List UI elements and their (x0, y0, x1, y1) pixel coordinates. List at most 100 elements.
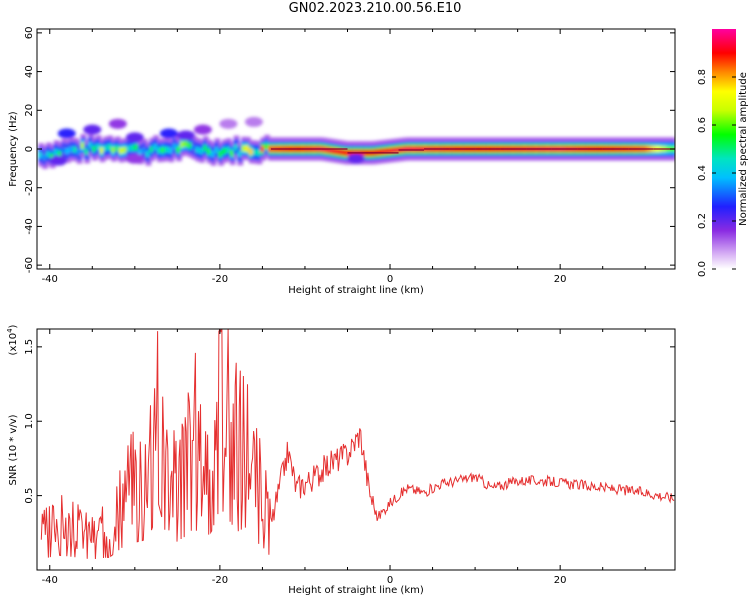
colorbar-tick-label: 0.6 (697, 117, 708, 133)
x-tick-label: -20 (212, 274, 228, 285)
x-tick-label: 0 (387, 274, 393, 285)
heatmap-cell (126, 145, 133, 152)
y-tick-label: 60 (24, 27, 35, 40)
heatmap-cell (225, 146, 232, 154)
heatmap-cell (237, 150, 244, 157)
heatmap-cell (114, 145, 121, 152)
heatmap-cell (340, 149, 347, 156)
heatmap-cell (252, 149, 259, 156)
heatmap-cell (65, 148, 71, 155)
heatmap-cell (49, 153, 56, 160)
snr-ticks: -40 -20 0 20 0.5 1.0 1.5 (24, 329, 675, 586)
heatmap-cell (260, 145, 267, 153)
spectrogram-x-axis-label: Height of straight line (km) (288, 285, 424, 296)
heatmap-cell (153, 143, 159, 151)
y-tick-label: -60 (24, 257, 35, 273)
spectrogram-ticks: -40 -20 0 20 -60 -40 -20 0 20 40 60 (24, 27, 675, 285)
colorbar-ticks: 0.0 0.2 0.4 0.6 0.8 (697, 69, 736, 277)
heatmap-cell (394, 147, 401, 154)
heatmap-cell (42, 154, 48, 161)
y-tick-label: 0 (24, 146, 35, 152)
heatmap-cell (180, 141, 186, 148)
heatmap-blob (244, 116, 263, 127)
heatmap-cell (145, 150, 152, 158)
heatmap-cell (53, 148, 60, 156)
heatmap-cell (210, 150, 217, 158)
snr-series-line (40, 329, 675, 560)
heatmap-cell (76, 148, 83, 156)
spectrogram-y-axis-label: Frequency (Hz) (8, 111, 19, 187)
heatmap-cell (248, 148, 255, 155)
heatmap-blob (219, 118, 238, 129)
y-tick-label: 1.0 (24, 413, 35, 429)
heatmap-cell (206, 148, 213, 155)
y-tick-label: 0.5 (24, 488, 35, 504)
heatmap-cell (141, 147, 148, 154)
heatmap-cell (61, 147, 68, 154)
heatmap-cell (183, 140, 190, 147)
heatmap-cell (187, 142, 194, 149)
heatmap-cell (122, 146, 129, 154)
snr-panel: -40 -20 0 20 0.5 1.0 1.5 Height of straight li… (6, 324, 676, 596)
colorbar-tick-label: 0.8 (697, 69, 708, 85)
heatmap-blob (176, 130, 195, 141)
x-tick-label: 20 (554, 274, 567, 285)
heatmap-cell (379, 148, 385, 155)
heatmap-cell (409, 145, 416, 153)
heatmap-cell (137, 149, 144, 156)
heatmap-cell (46, 151, 52, 158)
heatmap-cell (191, 144, 198, 151)
snr-x-axis-label: Height of straight line (km) (288, 585, 424, 596)
heatmap-blob (108, 118, 127, 129)
heatmap-cell (80, 142, 87, 149)
spectrogram-heatmap (38, 116, 675, 169)
heatmap-blob (83, 124, 102, 135)
y-tick-label: -20 (24, 180, 35, 196)
heatmap-cell (99, 147, 106, 154)
heatmap-cell (405, 145, 412, 153)
heatmap-cell (386, 147, 393, 155)
heatmap-cell (241, 145, 248, 152)
heatmap-blob (193, 124, 212, 135)
heatmap-cell (202, 144, 209, 151)
heatmap-cell (111, 146, 117, 154)
heatmap-cell (118, 147, 125, 154)
heatmap-cell (88, 141, 94, 149)
snr-y-axis-label: SNR (10 * v/v) (8, 414, 19, 485)
heatmap-cell (325, 146, 332, 154)
heatmap-cell (264, 143, 270, 150)
colorbar-gradient (712, 29, 736, 269)
heatmap-cell (107, 144, 114, 151)
heatmap-cell (91, 145, 98, 153)
heatmap-cell (69, 146, 75, 153)
heatmap-cell (195, 146, 202, 153)
heatmap-cell (164, 146, 171, 153)
heatmap-cell (168, 147, 175, 154)
heatmap-cell (134, 144, 140, 151)
x-tick-label: 20 (554, 575, 567, 586)
y-tick-label: 20 (24, 104, 35, 117)
snr-y-scale-label: (x104) (6, 324, 19, 355)
colorbar-label: Normalized spectral amplitude (738, 72, 749, 226)
heatmap-cell (199, 148, 205, 155)
heatmap-cell (160, 146, 167, 154)
colorbar-tick-label: 0.0 (697, 261, 708, 277)
colorbar-tick-label: 0.2 (697, 213, 708, 229)
y-tick-label: 40 (24, 65, 35, 78)
heatmap-cell (218, 150, 225, 158)
heatmap-cell (245, 145, 251, 152)
x-tick-label: -40 (42, 274, 58, 285)
heatmap-cell (390, 147, 397, 154)
heatmap-cell (336, 148, 343, 155)
heatmap-cell (214, 146, 221, 154)
y-tick-label: -40 (24, 218, 35, 234)
heatmap-cell (402, 146, 408, 153)
heatmap-cell (157, 147, 163, 154)
heatmap-cell (233, 144, 240, 151)
x-tick-label: 0 (387, 575, 393, 586)
heatmap-cell (176, 146, 182, 153)
heatmap-blob (49, 155, 68, 166)
heatmap-cell (229, 150, 236, 157)
heatmap-blob (347, 153, 365, 164)
chart-title: GN02.2023.210.00.56.E10 (288, 1, 462, 16)
